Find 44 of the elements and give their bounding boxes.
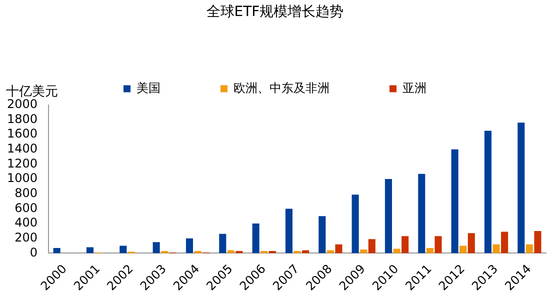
y-tick-label: 1000 [6,171,38,186]
legend-label: 欧洲、中东及非洲 [234,80,330,95]
y-tick-label: 200 [14,230,38,245]
bar [418,174,426,254]
y-tick-label: 0 [30,245,38,260]
bar [318,216,326,254]
bar [434,236,442,254]
bar [393,248,400,254]
bar [501,232,508,254]
bar [285,208,292,254]
y-tick-label: 1200 [6,156,38,170]
bar [460,246,467,254]
bar [534,230,542,254]
y-tick-label: 400 [14,216,38,230]
bar [352,194,359,254]
bar [219,234,226,254]
bar [426,248,434,254]
bar [186,238,194,254]
y-tick-label: 1400 [6,141,38,156]
bar [451,149,458,254]
bar [236,250,243,254]
bar [492,244,500,254]
bar [384,179,392,254]
bar [152,242,160,254]
y-tick-label: 600 [14,200,38,215]
bar [294,250,301,254]
bar [120,246,127,254]
bar [335,244,342,254]
bar [484,130,492,254]
bar [468,233,475,254]
y-tick-label: 1800 [6,112,38,126]
bar [360,250,368,254]
bar [518,122,525,254]
bar [402,236,409,254]
bar [53,248,60,254]
y-tick-label: 800 [14,186,38,200]
bar [252,224,260,254]
legend-label: 亚洲 [402,80,426,95]
chart-title: 全球ETF规模增长趋势 [206,4,344,20]
bar [526,244,533,254]
bar [86,247,94,254]
y-tick-label: 1600 [6,126,38,141]
legend-label: 美国 [136,80,160,95]
bar [368,239,376,254]
